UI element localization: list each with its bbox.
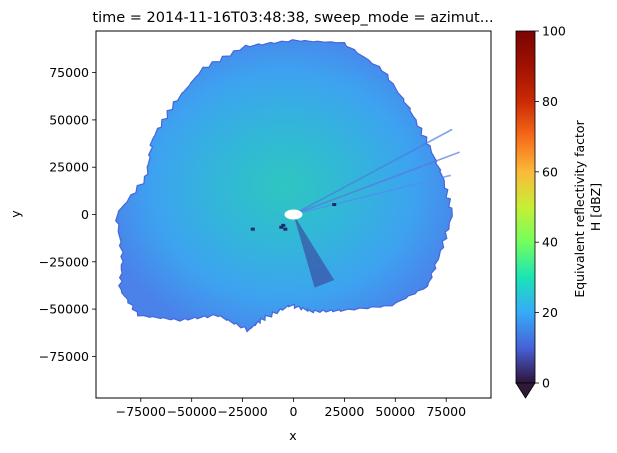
radial-streak	[293, 151, 460, 216]
chart-title: time = 2014-11-16T03:48:38, sweep_mode =…	[92, 10, 493, 26]
colorbar-tick-label: 80	[542, 94, 558, 109]
colorbar-label: Equivalent reflectivity factor H [dBZ]	[572, 116, 603, 297]
x-tick-label: 0	[290, 404, 298, 419]
colorbar-tick-label: 100	[542, 24, 566, 39]
y-tick-label: −75000	[39, 349, 89, 364]
y-tick-label: 50000	[49, 112, 89, 127]
echo-speckle	[279, 225, 284, 229]
echo-speckle	[283, 227, 288, 231]
x-tick-label: −75000	[116, 404, 166, 419]
y-axis-ticks: 75000 50000 25000 0 −25000 −50000 −75000	[39, 65, 96, 364]
x-axis-label: x	[289, 428, 296, 443]
x-tick-label: 25000	[325, 404, 365, 419]
y-tick-label: 75000	[49, 65, 89, 80]
colorbar-tick-label: 0	[542, 376, 550, 391]
x-tick-label: 50000	[375, 404, 415, 419]
echo-speckle	[332, 203, 337, 207]
radar-site-clutter	[284, 209, 303, 220]
y-tick-label: −50000	[39, 302, 89, 317]
reflectivity-field	[115, 39, 453, 333]
echo-speckle	[250, 227, 255, 231]
colorbar-gradient	[515, 30, 536, 384]
colorbar-tick-label: 60	[542, 164, 558, 179]
radial-streak	[293, 128, 453, 216]
colorbar-tick-label: 20	[542, 305, 558, 320]
plot-area	[95, 30, 492, 399]
colorbar-label-line-1: Equivalent reflectivity factor	[572, 119, 587, 297]
radial-streak	[293, 174, 452, 216]
x-tick-label: −25000	[217, 404, 267, 419]
x-tick-label: −50000	[167, 404, 217, 419]
x-axis-ticks: −75000 −50000 −25000 0 25000 50000 75000	[116, 398, 466, 419]
x-tick-label: 75000	[426, 404, 466, 419]
colorbar-tick-label: 40	[542, 235, 558, 250]
y-tick-label: 0	[81, 207, 89, 222]
reflectivity-detail	[250, 128, 460, 288]
attenuation-wedge	[293, 214, 335, 288]
colorbar: 0 20 40 60 80 100 Equivalent reflectivity fac…	[515, 24, 603, 399]
y-axis-label: y	[8, 210, 23, 218]
y-tick-label: 25000	[49, 160, 89, 175]
colorbar-label-line-2: H [dBZ]	[588, 183, 603, 231]
y-tick-label: −25000	[39, 254, 89, 269]
colorbar-under-extension	[515, 382, 536, 399]
echo-speckle	[281, 223, 286, 227]
colorbar-ticks: 0 20 40 60 80 100	[535, 24, 566, 391]
